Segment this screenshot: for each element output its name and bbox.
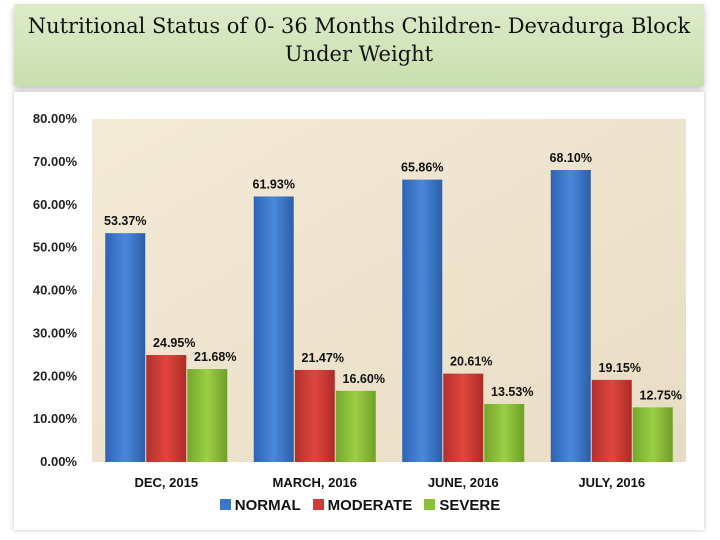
data-label: 53.37% bbox=[104, 214, 146, 228]
bar-severe bbox=[187, 369, 228, 462]
y-tick-label: 40.00% bbox=[33, 283, 78, 298]
bar-severe bbox=[632, 407, 673, 462]
y-tick-label: 80.00% bbox=[33, 111, 78, 126]
legend-label: MODERATE bbox=[327, 497, 413, 514]
bar-normal bbox=[253, 196, 294, 462]
data-label: 19.15% bbox=[599, 361, 641, 375]
data-label: 16.60% bbox=[343, 372, 385, 386]
chart-title-line1: Nutritional Status of 0- 36 Months Child… bbox=[27, 14, 691, 38]
bar-moderate bbox=[146, 355, 187, 462]
x-axis: DEC, 2015 MARCH, 2016 JUNE, 2016 JULY, 2016 bbox=[134, 475, 645, 490]
legend-swatch bbox=[312, 499, 324, 510]
chart-title: Nutritional Status of 0- 36 Months Child… bbox=[14, 12, 704, 68]
x-tick-label: JULY, 2016 bbox=[578, 475, 645, 490]
x-tick-label: MARCH, 2016 bbox=[272, 475, 357, 490]
bars-group bbox=[105, 170, 673, 463]
bar-moderate bbox=[443, 373, 484, 462]
y-tick-label: 60.00% bbox=[33, 197, 78, 212]
x-tick-label: JUNE, 2016 bbox=[428, 475, 499, 490]
bar-severe bbox=[484, 403, 525, 462]
y-axis: 0.00% 10.00% 20.00% 30.00% 40.00% 50.00% 60.00… bbox=[33, 111, 78, 469]
data-label: 21.47% bbox=[302, 351, 344, 365]
legend-item-moderate: MODERATE bbox=[312, 497, 413, 514]
y-tick-label: 50.00% bbox=[33, 240, 78, 255]
data-label: 68.10% bbox=[550, 151, 592, 165]
bar-normal bbox=[550, 170, 591, 463]
data-label: 65.86% bbox=[401, 161, 443, 175]
chart-title-line2: Under Weight bbox=[284, 42, 434, 66]
data-label: 12.75% bbox=[640, 388, 682, 402]
y-tick-label: 30.00% bbox=[33, 325, 78, 340]
bar-moderate bbox=[294, 369, 335, 462]
legend-swatch bbox=[219, 499, 231, 510]
y-tick-label: 20.00% bbox=[33, 368, 78, 383]
bar-normal bbox=[402, 179, 443, 462]
bar-normal bbox=[105, 233, 146, 462]
y-tick-label: 70.00% bbox=[33, 154, 78, 169]
data-label: 24.95% bbox=[153, 336, 195, 350]
bar-moderate bbox=[591, 379, 632, 462]
legend-item-severe: SEVERE bbox=[424, 497, 500, 514]
data-label: 20.61% bbox=[450, 355, 492, 369]
legend-item-normal: NORMAL bbox=[219, 497, 301, 514]
title-banner: Nutritional Status of 0- 36 Months Child… bbox=[14, 4, 704, 86]
legend-label: SEVERE bbox=[439, 497, 501, 514]
data-label: 21.68% bbox=[194, 350, 236, 364]
legend: NORMAL MODERATE SEVERE bbox=[0, 497, 720, 514]
y-tick-label: 0.00% bbox=[40, 454, 77, 469]
bar-severe bbox=[335, 390, 376, 462]
x-tick-label: DEC, 2015 bbox=[134, 475, 198, 490]
y-tick-label: 10.00% bbox=[33, 411, 78, 426]
data-label: 61.93% bbox=[253, 177, 295, 191]
legend-swatch bbox=[424, 499, 436, 510]
data-label: 13.53% bbox=[491, 385, 533, 399]
data-labels-group: 53.37% 24.95%21.68% 61.93% 21.47% 16.60% 65.8… bbox=[104, 151, 682, 402]
legend-label: NORMAL bbox=[234, 497, 301, 514]
